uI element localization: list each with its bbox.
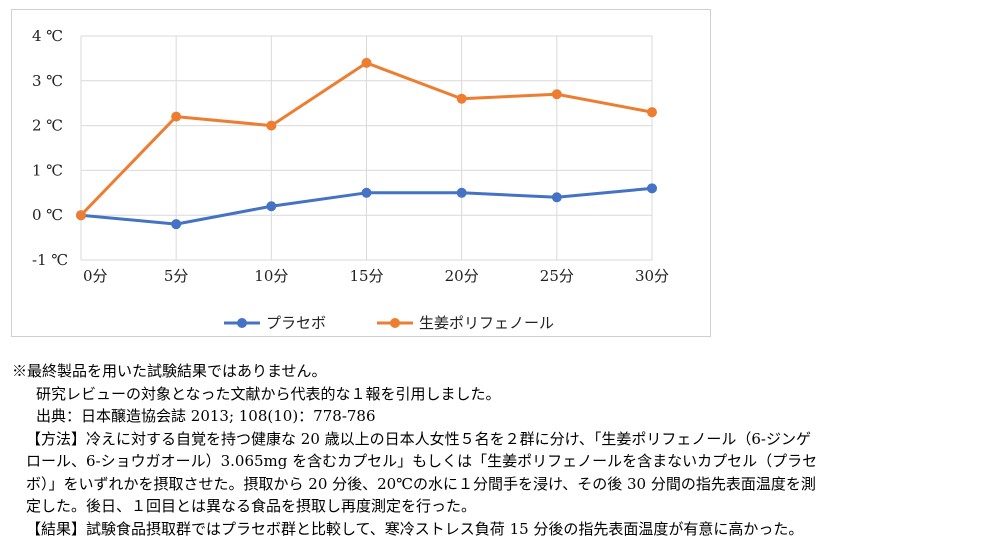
y-tick-label: 2 ℃ <box>32 117 63 135</box>
series-2-point <box>266 120 277 131</box>
x-tick-label: 20分 <box>445 267 479 285</box>
series-1-point <box>266 201 277 212</box>
series-2-point <box>456 93 467 104</box>
x-tick-label: 25分 <box>540 267 574 285</box>
x-tick-label: 5分 <box>164 267 189 285</box>
series-2-point <box>76 210 86 221</box>
method-text-3: ボ）」をいずれかを摂取させた。摂取から 20 分後、20℃の水に１分間手を浸け、… <box>26 474 816 493</box>
x-tick-label: 30分 <box>635 267 669 285</box>
x-tick-label: 10分 <box>254 267 288 285</box>
y-tick-label: 3 ℃ <box>32 72 63 90</box>
method-text-4: 定した。後日、１回目とは異なる食品を摂取し再度測定を行った。 <box>26 497 477 515</box>
citation-source: 出典：日本醸造協会誌 2013; 108(10)：778-786 <box>36 407 376 425</box>
legend-marker-2 <box>390 318 400 328</box>
x-tick-label: 15分 <box>349 267 383 285</box>
y-tick-label: 1 ℃ <box>32 161 63 179</box>
series-1-point <box>361 187 372 198</box>
series-1-point <box>171 219 182 230</box>
method-text-1: 【方法】冷えに対する自覚を持つ健康な 20 歳以上の日本人女性５名を２群に分け、… <box>26 429 811 448</box>
legend-label-1: プラセボ <box>266 314 326 332</box>
series-1-point <box>647 183 657 194</box>
series-2-point <box>551 89 562 100</box>
x-tick-label: 0分 <box>83 267 108 285</box>
y-tick-label: 4 ℃ <box>32 27 63 45</box>
series-2-point <box>361 57 372 68</box>
notes-block: ※最終製品を用いた試験結果ではありません。 研究レビューの対象となった文献から代… <box>12 360 977 540</box>
series-2-point <box>171 111 182 122</box>
disclaimer: ※最終製品を用いた試験結果ではありません。 <box>12 362 327 380</box>
series-2-point <box>647 107 657 118</box>
y-tick-label: -1 ℃ <box>32 251 68 269</box>
y-tick-label: 0 ℃ <box>32 206 63 224</box>
series-1-point <box>551 192 562 203</box>
line-chart: -1 ℃ 0 ℃ 1 ℃ 2 ℃ 3 ℃ 4 ℃ 0分 5分 10分 15分 20分 25分 30分 プ… <box>32 27 669 332</box>
chart-area: -1 ℃ 0 ℃ 1 ℃ 2 ℃ 3 ℃ 4 ℃ 0分 5分 10分 15分 20分 25分 30分 プ… <box>11 9 711 337</box>
method-text-2: ロール、6-ショウガオール）3.065mg を含むカプセル」もしくは「生姜ポリフ… <box>26 452 818 470</box>
legend-marker-1 <box>237 318 247 328</box>
citation-intro: 研究レビューの対象となった文献から代表的な１報を引用しました。 <box>36 384 501 403</box>
result-text: 【結果】試験食品摂取群ではプラセボ群と比較して、寒冷ストレス負荷 15 分後の指… <box>26 519 804 538</box>
legend-label-2: 生姜ポリフェノール <box>419 314 554 332</box>
series-1-point <box>456 187 467 198</box>
